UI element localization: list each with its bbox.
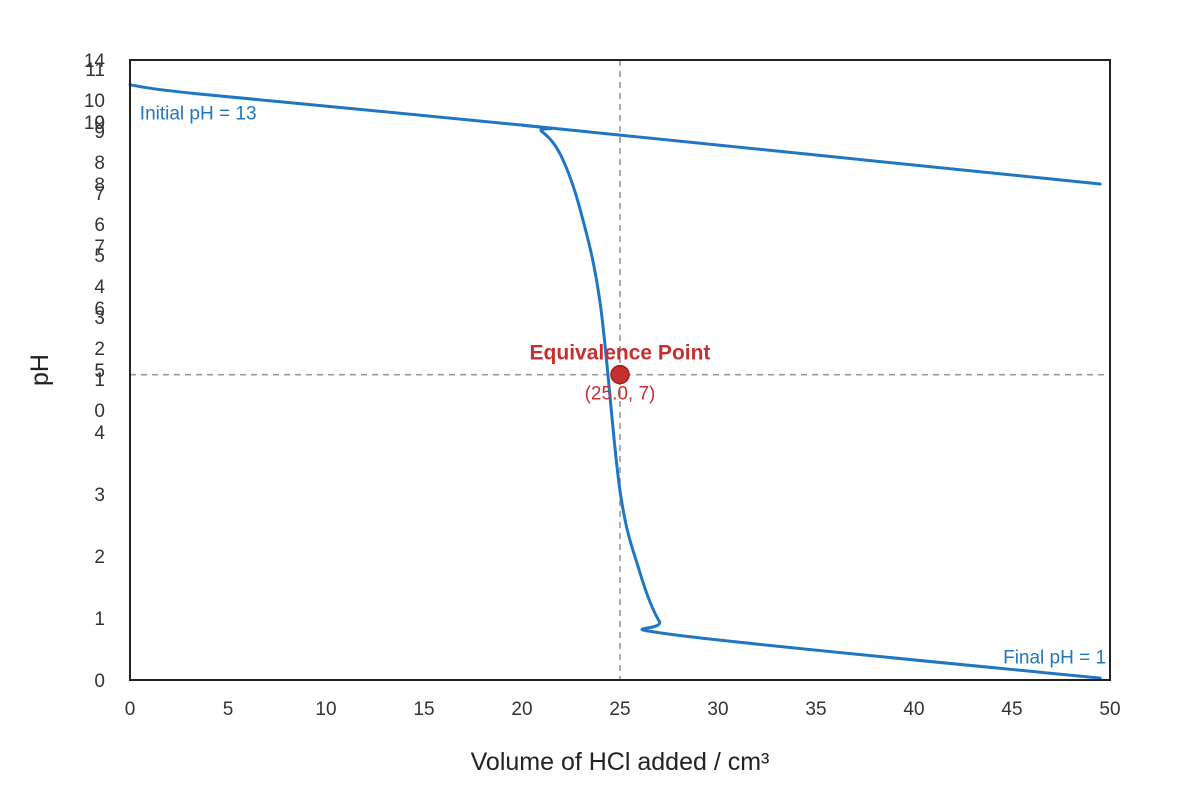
- series-layer: [128, 83, 1102, 680]
- plot-area-frame: [129, 59, 1111, 681]
- y-tick-label: 7: [94, 184, 105, 205]
- y-tick-label: 2: [94, 339, 105, 360]
- y-axis-title: pH: [26, 354, 54, 386]
- y-tick-label: 5: [94, 361, 105, 382]
- y-tick-label: 11: [85, 60, 105, 81]
- annotations: Initial pH = 13 Final pH = 1: [140, 104, 1106, 669]
- equivalence-point-group: Equivalence Point (25.0, 7): [530, 342, 711, 405]
- x-tick-label: 40: [903, 699, 924, 720]
- y-tick-label: 6: [94, 215, 105, 236]
- y-tick-label: 14: [84, 51, 106, 72]
- series-line-2: [520, 123, 1102, 186]
- y-tick-label: 3: [94, 308, 105, 329]
- equivalence-point-label: (25.0, 7): [585, 384, 656, 405]
- y-tick-label: 6: [94, 299, 105, 320]
- y-tick-label: 1: [94, 370, 105, 391]
- x-tick-label: 50: [1099, 699, 1120, 720]
- y-tick-label: 0: [94, 401, 105, 422]
- x-axis-ticks: 0 5 10 15 20 25 30 35 40 45 50: [125, 699, 1121, 720]
- y-tick-label: 5: [94, 246, 105, 267]
- y-tick-label: 2: [94, 547, 105, 568]
- x-tick-label: 30: [707, 699, 728, 720]
- equivalence-point-title: Equivalence Point: [530, 342, 711, 365]
- curve-annotation: Initial pH = 13: [140, 104, 257, 125]
- x-tick-label: 35: [805, 699, 826, 720]
- curve-annotation: Final pH = 1: [1003, 647, 1106, 668]
- x-axis-title: Volume of HCl added / cm³: [471, 748, 770, 776]
- x-tick-label: 5: [223, 699, 234, 720]
- y-tick-label: 0: [94, 671, 105, 692]
- y-tick-label: 4: [94, 277, 105, 298]
- y-tick-label: 4: [94, 423, 105, 444]
- y-tick-label: 9: [94, 113, 105, 134]
- x-tick-label: 10: [315, 699, 336, 720]
- x-tick-label: 0: [125, 699, 136, 720]
- x-tick-label: 15: [413, 699, 434, 720]
- series-line-1: [128, 83, 1102, 680]
- y-tick-label: 8: [94, 153, 105, 174]
- equivalence-point-marker: [610, 364, 630, 385]
- x-tick-label: 20: [511, 699, 532, 720]
- y-tick-label: 9: [94, 122, 105, 143]
- y-tick-label: 1: [94, 609, 105, 630]
- y-tick-label: 10: [84, 91, 105, 112]
- x-tick-label: 25: [609, 699, 630, 720]
- y-tick-label: 7: [94, 237, 105, 258]
- y-tick-label: 3: [94, 485, 105, 506]
- y-tick-label: 8: [94, 175, 105, 196]
- y-tick-label: 10: [84, 113, 105, 134]
- x-tick-label: 45: [1001, 699, 1022, 720]
